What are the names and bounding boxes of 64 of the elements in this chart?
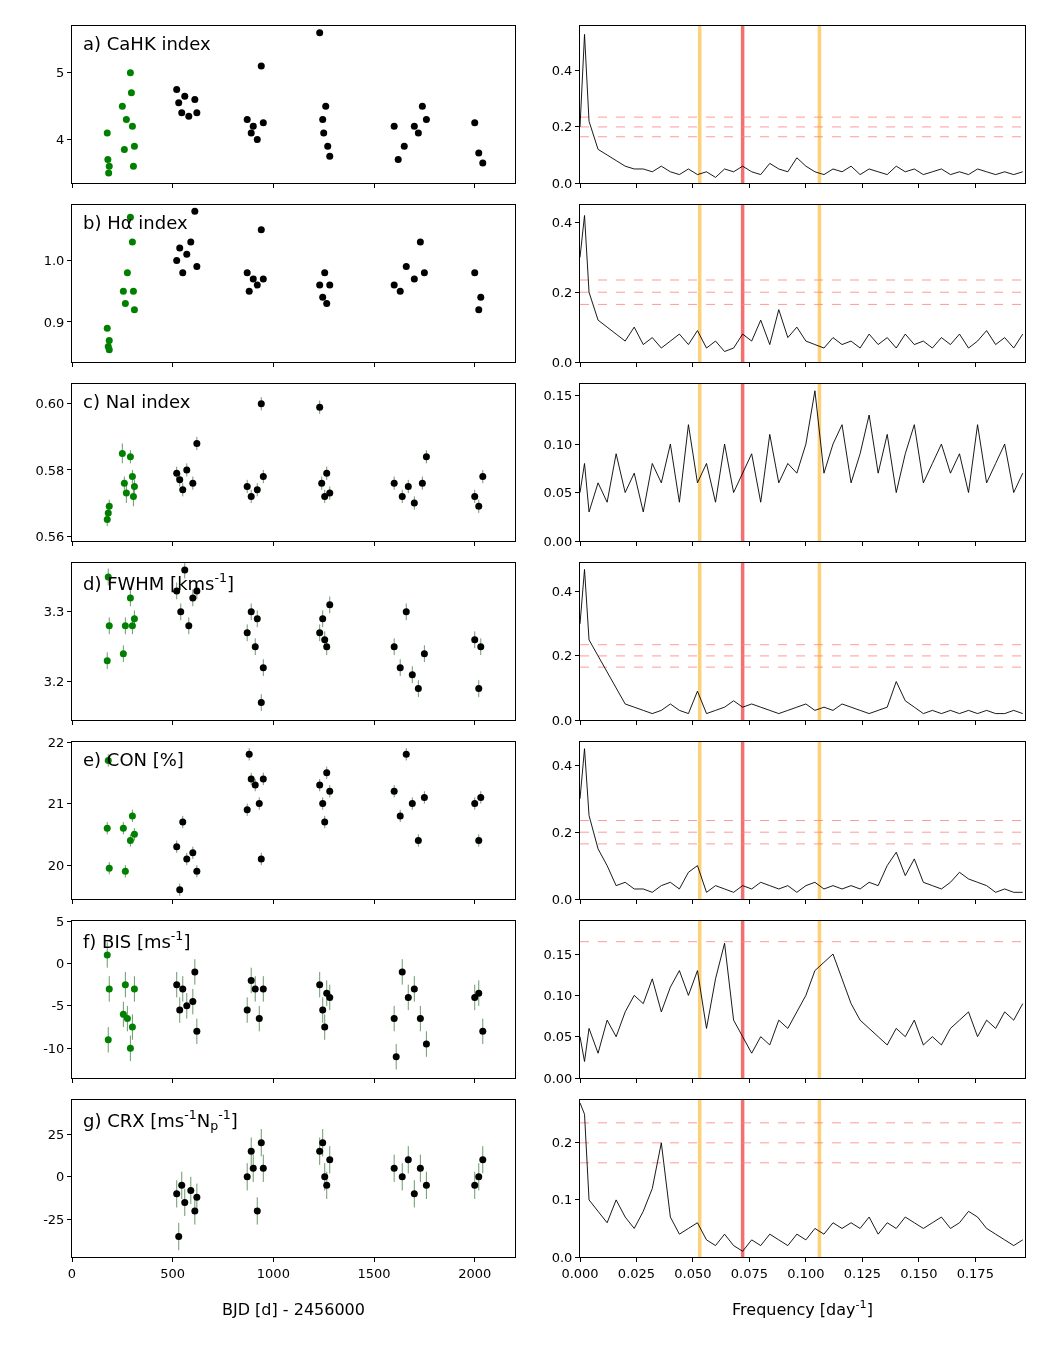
- x-tick-label: 0.075: [730, 1265, 769, 1281]
- y-tick-label: 0.15: [543, 946, 573, 962]
- x-tick-label: 0.175: [956, 1265, 994, 1281]
- x-tick-label: 0.050: [674, 1265, 712, 1281]
- x-tick-label: 0.125: [843, 1265, 881, 1281]
- x-tick-label: 2000: [458, 1265, 492, 1281]
- y-tick-label: 0.0: [551, 354, 573, 370]
- x-tick-label: 1000: [256, 1265, 290, 1281]
- y-tick-label: 5: [56, 913, 65, 929]
- y-tick-label: 25: [47, 1126, 65, 1142]
- y-tick-label: 22: [47, 734, 65, 750]
- y-tick-label: 0.05: [543, 485, 573, 501]
- y-tick-label: 0.15: [543, 388, 573, 404]
- x-tick-label: 0: [67, 1265, 77, 1281]
- y-tick-label: 0.58: [35, 462, 65, 478]
- y-tick-label: 0.00: [543, 533, 573, 549]
- y-tick-label: -25: [43, 1212, 65, 1228]
- x-tick-label: 500: [160, 1265, 186, 1281]
- y-tick-label: 0.4: [551, 757, 573, 773]
- y-tick-label: 0.2: [551, 648, 573, 664]
- x-axis-title: BJD [d] - 2456000: [222, 1300, 365, 1319]
- y-tick-label: 0.10: [543, 436, 573, 452]
- annotation: f) BIS [ms$^{-1}$]: [83, 928, 191, 952]
- y-tick-label: 0.4: [551, 63, 573, 79]
- x-axis-title: Frequency [day$^{-1}$]: [732, 1298, 873, 1319]
- y-tick-label: 21: [47, 796, 65, 812]
- y-tick-label: 0.2: [551, 119, 573, 135]
- x-tick-label: 1500: [357, 1265, 391, 1281]
- y-tick-label: 3.3: [43, 604, 65, 620]
- annotation: c) NaI index: [83, 391, 191, 412]
- x-tick-label: 0.150: [900, 1265, 938, 1281]
- x-tick-label: 0.100: [787, 1265, 825, 1281]
- y-tick-label: 0.2: [551, 284, 573, 300]
- y-tick-label: 0.56: [35, 528, 65, 544]
- y-tick-label: 0: [56, 1169, 65, 1185]
- y-tick-label: 0.10: [543, 987, 573, 1003]
- y-tick-label: 1.0: [43, 252, 65, 268]
- y-tick-label: 0.0: [551, 1249, 573, 1265]
- y-tick-label: -10: [43, 1040, 65, 1056]
- y-tick-label: 3.2: [43, 674, 65, 690]
- y-tick-label: 0.9: [43, 314, 65, 330]
- annotation: d) FWHM [kms$^{-1}$]: [83, 570, 235, 594]
- x-tick-label: 0.000: [561, 1265, 599, 1281]
- y-tick-label: 0.60: [35, 396, 65, 412]
- annotation: b) Hα index: [83, 212, 188, 233]
- y-tick-label: 0.0: [551, 712, 573, 728]
- y-tick-label: 0.2: [551, 1135, 573, 1151]
- x-tick-label: 0.025: [617, 1265, 656, 1281]
- annotation: g) CRX [ms$^{-1}$N$_{p}$$^{-1}$]: [83, 1107, 238, 1134]
- y-tick-label: 4: [56, 132, 65, 148]
- y-tick-label: 5: [56, 65, 65, 81]
- annotation: e) CON [%]: [83, 749, 184, 770]
- y-tick-label: 0.0: [551, 891, 573, 907]
- y-tick-label: 20: [47, 857, 65, 873]
- annotation: a) CaHK index: [83, 33, 212, 54]
- y-tick-label: 0.4: [551, 214, 573, 230]
- y-tick-label: 0: [56, 955, 65, 971]
- y-tick-label: -5: [51, 998, 65, 1014]
- y-tick-label: 0.00: [543, 1070, 573, 1086]
- y-tick-label: 0.4: [551, 584, 573, 600]
- y-tick-label: 0.2: [551, 824, 573, 840]
- y-tick-label: 0.1: [551, 1192, 573, 1208]
- y-tick-label: 0.0: [551, 175, 573, 191]
- y-tick-label: 0.05: [543, 1029, 573, 1045]
